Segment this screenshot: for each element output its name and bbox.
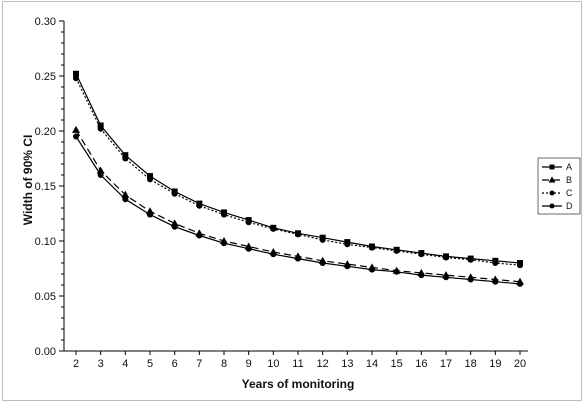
data-point-A	[147, 173, 153, 180]
data-point-B	[72, 125, 80, 133]
data-point-D	[344, 263, 351, 270]
data-point-D	[418, 272, 425, 279]
series-lines	[75, 73, 521, 285]
x-tick-label: 5	[147, 358, 153, 370]
legend-label-A: A	[566, 162, 572, 172]
y-tick-label: 0.15	[35, 181, 56, 193]
data-point-C	[319, 236, 326, 243]
data-point-C	[369, 244, 375, 251]
data-point-C	[147, 176, 153, 183]
x-tick-label: 19	[489, 358, 501, 370]
data-point-B	[121, 190, 130, 198]
x-tick-label: 18	[465, 358, 477, 370]
y-tick-label: 0.25	[35, 71, 56, 83]
data-point-C	[73, 75, 79, 82]
axes: 0.00 0.05 0.10 0.15 0.20 0.25 0.30 2 3 4 5 6 7 8 9 10 11…	[35, 16, 528, 370]
data-point-C	[443, 254, 449, 261]
x-tick-label: 8	[221, 358, 227, 370]
x-tick-label: 16	[415, 358, 427, 370]
data-point-C	[171, 190, 178, 197]
x-tick-label: 15	[391, 358, 403, 370]
data-point-C	[97, 125, 104, 132]
x-tick-label: 6	[172, 358, 178, 370]
data-point-D	[319, 260, 326, 266]
x-tick-label: 13	[341, 358, 353, 370]
data-point-D	[73, 133, 79, 140]
data-point-D	[245, 245, 252, 252]
data-point-C	[245, 219, 252, 226]
data-point-C	[221, 211, 227, 218]
data-point-D	[196, 232, 203, 239]
data-point-C	[196, 202, 203, 209]
legend-marker-A	[549, 164, 555, 170]
data-point-D	[295, 255, 301, 262]
legend-marker-B	[548, 176, 556, 183]
series-line-D	[75, 136, 521, 285]
data-point-D	[492, 278, 499, 285]
data-point-C	[344, 241, 351, 248]
x-tick-label: 9	[246, 358, 252, 370]
x-tick-label: 14	[366, 358, 378, 370]
y-tick-label: 0.30	[35, 16, 56, 28]
x-tick-label: 12	[317, 358, 329, 370]
y-axis-title: Width of 90% CI	[21, 135, 35, 226]
data-point-C	[393, 247, 400, 254]
data-point-A	[73, 70, 79, 77]
data-point-D	[443, 274, 449, 281]
x-tick-label: 11	[292, 358, 303, 370]
data-point-A	[122, 152, 129, 159]
data-point-D	[97, 172, 104, 178]
series-markers	[72, 70, 524, 287]
x-tick-label: 3	[98, 358, 104, 370]
legend-marker-C	[549, 190, 555, 196]
data-point-D	[221, 240, 227, 247]
x-tick-label: 20	[514, 358, 526, 370]
legend-marker-D	[549, 203, 555, 209]
y-tick-label: 0.00	[35, 346, 56, 358]
data-point-D	[270, 251, 277, 258]
x-axis-title: Years of monitoring	[242, 377, 355, 391]
y-tick-label: 0.10	[35, 236, 56, 248]
data-point-A	[97, 122, 104, 129]
data-point-D	[147, 211, 153, 218]
y-tick-label: 0.05	[35, 291, 56, 303]
legend-label-D: D	[566, 201, 573, 211]
data-point-C	[295, 231, 301, 238]
legend-label-B: B	[566, 175, 572, 185]
data-point-C	[122, 155, 129, 162]
data-point-C	[270, 225, 277, 232]
data-point-D	[369, 266, 375, 273]
y-tick-label: 0.20	[35, 126, 56, 138]
data-point-D	[122, 196, 129, 203]
data-point-B	[96, 166, 105, 174]
data-point-C	[418, 251, 425, 258]
data-point-D	[467, 276, 474, 283]
data-point-C	[467, 256, 474, 263]
x-tick-label: 2	[73, 358, 79, 370]
data-point-D	[171, 223, 178, 230]
x-tick-label: 17	[440, 358, 452, 370]
data-point-D	[393, 268, 400, 275]
legend-label-C: C	[566, 188, 573, 198]
x-tick-label: 7	[196, 358, 202, 370]
x-tick-label: 10	[267, 358, 279, 370]
x-tick-label: 4	[122, 358, 128, 370]
data-point-C	[517, 262, 523, 269]
data-point-C	[492, 260, 499, 266]
data-point-D	[517, 280, 523, 287]
